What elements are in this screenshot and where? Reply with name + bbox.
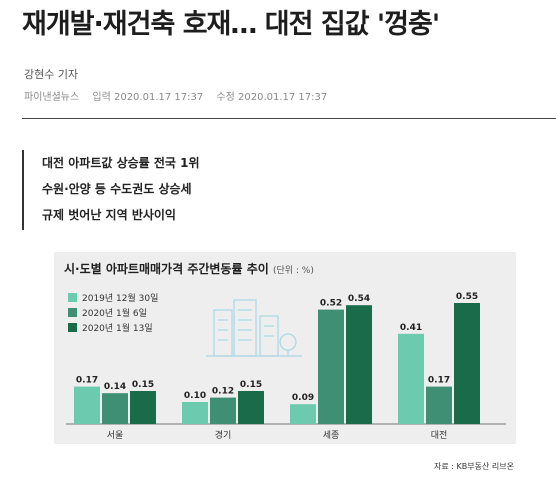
article-author[interactable]: 강현수 기자 (24, 68, 79, 81)
chart-title-text: 시·도별 아파트매매가격 주간변동률 추이 (64, 262, 269, 276)
bar-chart: 0.17 0.14 0.15 서울 0.10 0.12 0.15 경기 0.09 0.52 0.54… (66, 292, 506, 441)
value-label-seoul-series-2: 0.14 (104, 382, 126, 392)
bar-seoul-series-2 (102, 393, 128, 424)
bar-sejong-series-2 (318, 309, 344, 424)
value-label-sejong-series-2: 0.52 (320, 299, 342, 309)
legend-label-1: 2019년 12월 30일 (82, 294, 159, 304)
value-label-gyeonggi-series-2: 0.12 (212, 387, 234, 397)
legend-item-1: 2019년 12월 30일 (68, 290, 158, 305)
chart-infographic: 시·도별 아파트매매가격 주간변동률 추이 (단위 : %) 2019년 12월… (54, 252, 516, 444)
value-label-daejeon-series-2: 0.17 (428, 376, 450, 386)
value-label-daejeon-series-3: 0.55 (456, 292, 478, 302)
value-label-sejong-series-1: 0.09 (292, 393, 314, 403)
chart-legend: 2019년 12월 30일 2020년 1월 6일 2020년 1월 13일 (68, 290, 158, 335)
value-label-sejong-series-3: 0.54 (348, 294, 370, 304)
article-meta: 파이낸셜뉴스 입력 2020.01.17 17:37 수정 2020.01.17… (24, 88, 337, 103)
city-buildings-icon (206, 299, 302, 357)
summary-line-1: 대전 아파트값 상승률 전국 1위 (42, 156, 200, 170)
value-label-daejeon-series-1: 0.41 (400, 323, 422, 333)
category-label-sejong: 세종 (323, 430, 340, 441)
value-label-seoul-series-3: 0.15 (132, 380, 154, 390)
bar-sejong-series-1 (290, 404, 316, 424)
article-summary: 대전 아파트값 상승률 전국 1위 수원·안양 등 수도권도 상승세 규제 벗어… (22, 150, 200, 230)
legend-label-3: 2020년 1월 13일 (82, 324, 153, 334)
summary-line-2: 수원·안양 등 수도권도 상승세 (42, 182, 192, 196)
summary-line-3: 규제 벗어난 지역 반사이익 (42, 208, 176, 222)
chart-unit: (단위 : %) (272, 266, 314, 276)
value-label-seoul-series-1: 0.17 (76, 376, 98, 386)
bar-gyeonggi-series-3 (238, 391, 264, 424)
header-divider (22, 118, 556, 119)
article-headline: 재개발·재건축 호재… 대전 집값 '껑충' (22, 9, 440, 40)
bar-gyeonggi-series-2 (210, 397, 236, 424)
legend-label-2: 2020년 1월 6일 (82, 309, 147, 319)
bar-seoul-series-3 (130, 391, 156, 424)
legend-item-2: 2020년 1월 6일 (68, 305, 158, 320)
published-time: 입력 2020.01.17 17:37 (92, 92, 204, 103)
chart-title: 시·도별 아파트매매가격 주간변동률 추이 (단위 : %) (64, 260, 314, 277)
modified-time: 수정 2020.01.17 17:37 (216, 92, 328, 103)
category-label-gyeonggi: 경기 (215, 429, 232, 441)
bar-daejeon-series-2 (426, 386, 452, 424)
legend-swatch-3 (68, 323, 77, 332)
category-label-daejeon: 대전 (431, 430, 448, 441)
bar-daejeon-series-1 (398, 333, 424, 424)
bar-seoul-series-1 (74, 386, 100, 424)
bar-sejong-series-3 (346, 305, 372, 424)
bar-gyeonggi-series-1 (182, 402, 208, 424)
legend-item-3: 2020년 1월 13일 (68, 320, 158, 335)
legend-swatch-1 (68, 293, 77, 302)
category-label-seoul: 서울 (107, 430, 124, 441)
legend-swatch-2 (68, 308, 77, 317)
bar-daejeon-series-3 (454, 303, 480, 424)
value-label-gyeonggi-series-3: 0.15 (240, 380, 262, 390)
chart-source: 자료 : KB부동산 리브온 (434, 462, 514, 471)
outlet-name: 파이낸셜뉴스 (24, 92, 80, 103)
value-label-gyeonggi-series-1: 0.10 (184, 391, 206, 401)
